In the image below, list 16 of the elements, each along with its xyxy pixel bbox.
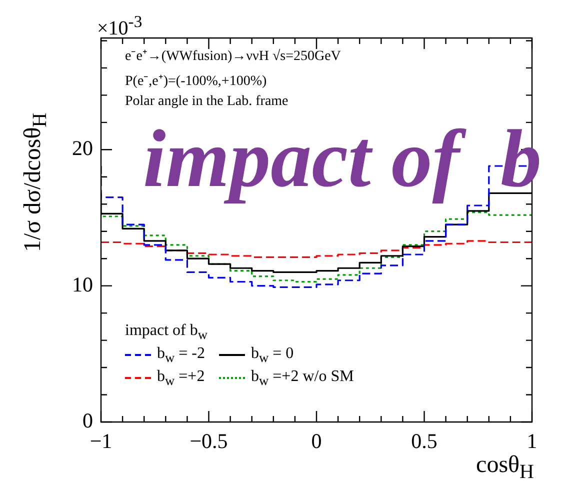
x-tick-label: 0.5: [411, 429, 438, 454]
legend-title: impact of b$_{w}$: [125, 322, 209, 344]
x-axis-title: cosθ$_{H}$: [476, 452, 534, 484]
annotation: ×10$^{-3}$: [97, 12, 142, 41]
legend-label: b$_{w}$ =+2: [157, 368, 205, 389]
y-tick-label: 20: [72, 136, 93, 160]
x-tick-label: −0.5: [190, 429, 228, 454]
x-tick-label: 1: [526, 429, 538, 454]
y-tick-label: 10: [72, 272, 93, 296]
legend-label: b$_{w}$ = -2: [157, 345, 205, 366]
legend-label: b$_{w}$ = 0: [251, 345, 294, 366]
annotation: P(e⁻,e⁺)=(-100%,+100%): [125, 73, 267, 90]
legend-label: b$_{w}$ =+2 w/o SM: [251, 368, 354, 389]
annotation: e⁻e⁺→(WWfusion)→ννH √s=250GeV: [125, 48, 341, 65]
x-tick-label: 0: [311, 429, 322, 454]
annotation: Polar angle in the Lab. frame: [125, 94, 288, 110]
